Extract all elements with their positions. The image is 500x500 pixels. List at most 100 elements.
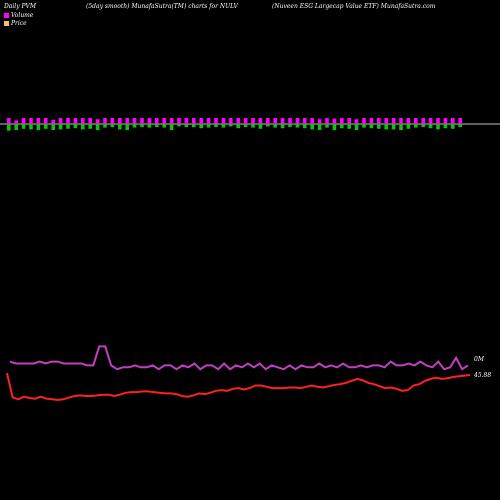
volume-bar-down xyxy=(243,124,248,127)
volume-bar-up xyxy=(95,119,100,124)
volume-bar-down xyxy=(391,124,396,130)
volume-bar-down xyxy=(132,124,137,128)
volume-bar-up xyxy=(332,118,337,124)
volume-bar-up xyxy=(66,118,70,124)
volume-bar-up xyxy=(325,118,329,124)
volume-bar-up xyxy=(103,118,107,124)
volume-bar-up xyxy=(132,118,137,124)
volume-bar-down xyxy=(36,124,41,130)
volume-bar-down xyxy=(73,124,78,129)
volume-bar-down xyxy=(436,124,440,130)
volume-bar-up xyxy=(184,118,189,124)
volume-bar-down xyxy=(266,124,270,127)
volume-bar-up xyxy=(236,118,240,124)
volume-bar-down xyxy=(44,124,48,129)
volume-bar-down xyxy=(58,124,63,130)
volume-bar-up xyxy=(88,118,92,124)
volume-bar-down xyxy=(236,124,240,129)
volume-bar-down xyxy=(258,124,263,129)
legend-volume-label: Volume xyxy=(11,12,34,19)
volume-bar-down xyxy=(21,124,26,129)
volume-bar-down xyxy=(251,124,255,128)
volume-bar-down xyxy=(177,124,181,127)
volume-bar-down xyxy=(340,124,344,129)
volume-axis-label: 0M xyxy=(474,356,485,363)
volume-bar-up xyxy=(377,118,381,124)
volume-bar-up xyxy=(354,119,359,124)
volume-bar-down xyxy=(421,124,425,127)
volume-bar-down xyxy=(280,124,285,129)
volume-bar-up xyxy=(384,118,388,124)
legend-price-label: Price xyxy=(11,20,27,27)
volume-bar-up xyxy=(169,118,174,124)
volume-bar-up xyxy=(451,118,455,124)
volume-bar-up xyxy=(214,118,218,124)
volume-bar-up xyxy=(347,118,351,124)
volume-bar-down xyxy=(81,124,85,130)
volume-bar-down xyxy=(354,124,359,130)
volume-bar-down xyxy=(325,124,329,128)
volume-bar-up xyxy=(436,118,440,124)
volume-bar-down xyxy=(192,124,196,127)
volume-bar-down xyxy=(95,124,100,130)
volume-bar-down xyxy=(414,124,418,128)
volume-bar-down xyxy=(384,124,388,130)
volume-bar-down xyxy=(295,124,300,128)
legend-volume-swatch xyxy=(4,13,9,18)
volume-bar-down xyxy=(229,124,233,127)
volume-bar-down xyxy=(288,124,292,127)
volume-bar-up xyxy=(317,119,322,124)
volume-bar-down xyxy=(303,124,307,129)
volume-bar-down xyxy=(310,124,314,130)
chart-header-right: (Nuveen ESG Largecap Value ETF) MunafaSu… xyxy=(272,3,436,10)
volume-bar-down xyxy=(362,124,366,128)
volume-bar-down xyxy=(273,124,277,128)
volume-bar-down xyxy=(125,124,129,130)
volume-bar-down xyxy=(140,124,144,127)
volume-bar-down xyxy=(184,124,189,127)
volume-bar-up xyxy=(118,118,122,124)
volume-bar-up xyxy=(58,118,63,124)
volume-bar-down xyxy=(155,124,159,127)
volume-bar-down xyxy=(369,124,374,129)
volume-bar-up xyxy=(162,118,166,124)
volume-bar-down xyxy=(317,124,322,130)
volume-bar-up xyxy=(14,120,18,124)
volume-bar-up xyxy=(369,118,374,124)
volume-bar-down xyxy=(51,124,55,130)
volume-bar-up xyxy=(29,118,33,124)
volume-bar-up xyxy=(391,118,396,124)
volume-bar-down xyxy=(14,124,18,130)
volume-bar-up xyxy=(406,118,411,124)
legend-price-swatch xyxy=(4,21,9,26)
chart-header-left: Daily PVM xyxy=(4,3,37,10)
volume-bar-down xyxy=(162,124,166,128)
volume-bar-down xyxy=(66,124,70,129)
volume-bar-up xyxy=(110,118,115,124)
volume-bar-up xyxy=(51,119,55,124)
volume-bar-up xyxy=(266,118,270,124)
volume-bar-up xyxy=(295,118,300,124)
volume-bar-down xyxy=(443,124,448,129)
volume-bar-up xyxy=(362,118,366,124)
volume-bar-down xyxy=(147,124,152,128)
volume-bar-up xyxy=(206,118,211,124)
volume-bar-up xyxy=(421,118,425,124)
volume-line xyxy=(9,345,469,371)
volume-bar-up xyxy=(443,118,448,124)
volume-bar-up xyxy=(199,118,203,124)
volume-bar-up xyxy=(147,118,152,124)
volume-bar-up xyxy=(414,118,418,124)
volume-bar-down xyxy=(451,124,455,129)
volume-bar-up xyxy=(399,118,403,124)
legend-price: Price xyxy=(4,20,27,27)
volume-bars xyxy=(7,118,462,131)
volume-bar-down xyxy=(118,124,122,130)
legend-volume: Volume xyxy=(4,12,33,19)
volume-bar-up xyxy=(280,118,285,124)
volume-bar-down xyxy=(103,124,107,128)
volume-bar-up xyxy=(44,118,48,124)
volume-bar-up xyxy=(81,118,85,124)
volume-bar-down xyxy=(458,124,462,127)
volume-bar-down xyxy=(169,124,174,130)
